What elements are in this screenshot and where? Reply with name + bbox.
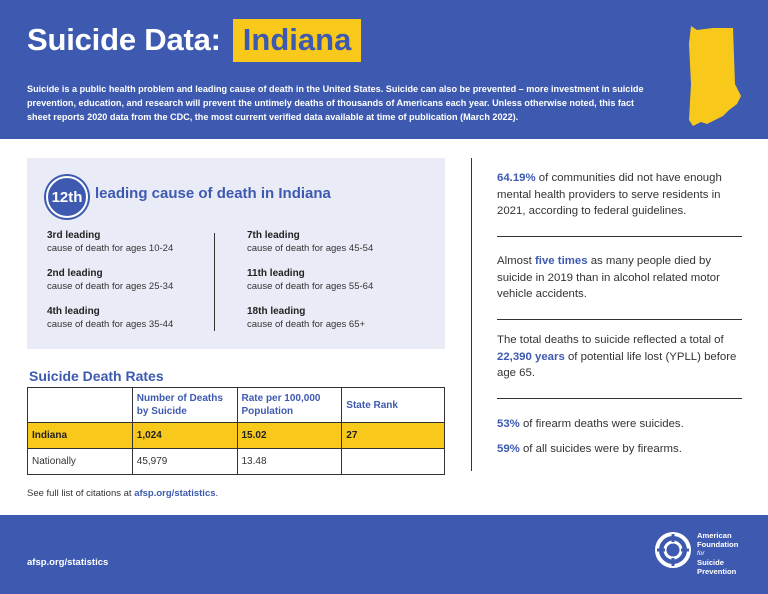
rank-item: 7th leading cause of death for ages 45-5…: [247, 229, 422, 267]
table-header-cell: Number of Deaths by Suicide: [131, 387, 238, 423]
table-cell: Indiana: [27, 422, 133, 449]
rank-item-title: 3rd leading: [47, 230, 101, 241]
citation-suffix: .: [215, 488, 219, 499]
fact-divider: [497, 398, 742, 399]
column-divider: [471, 158, 472, 471]
table-row-national: Nationally 45,979 13.48: [27, 448, 445, 475]
rank-item-description: cause of death for ages 25-34: [47, 281, 174, 292]
rank-item-description: cause of death for ages 35-44: [47, 319, 174, 330]
death-rates-table: Number of Deaths by Suicide Rate per 100…: [27, 387, 445, 475]
indiana-state-outline-icon: [689, 26, 741, 126]
fact-item: 53% of firearm deaths were suicides.: [497, 416, 742, 433]
fact-highlight: 64.19%: [497, 172, 536, 184]
org-name-line: Suicide: [697, 558, 725, 567]
table-header-row: Number of Deaths by Suicide Rate per 100…: [27, 387, 445, 423]
fact-text: The total deaths to suicide reflected a …: [497, 334, 724, 346]
fact-item: 59% of all suicides were by firearms.: [497, 441, 742, 458]
fact-text: of firearm deaths were suicides.: [519, 418, 684, 430]
fact-divider: [497, 319, 742, 320]
rank-item-title: 4th leading: [47, 306, 100, 317]
rank-item-description: cause of death for ages 65+: [247, 319, 366, 330]
rank-column-divider: [214, 233, 215, 331]
table-cell: [341, 448, 445, 475]
fact-highlight: 22,390 years: [497, 350, 565, 363]
rank-item-description: cause of death for ages 55-64: [247, 281, 374, 292]
fact-highlight: 53%: [497, 418, 520, 430]
rank-item-description: cause of death for ages 10-24: [47, 243, 174, 254]
citation-link[interactable]: afsp.org/statistics: [134, 488, 216, 499]
table-cell: 15.02: [236, 422, 343, 449]
rank-item: 2nd leading cause of death for ages 25-3…: [47, 267, 222, 305]
table-header-cell: State Rank: [341, 387, 445, 423]
fact-highlight: five times: [534, 255, 588, 267]
fact-divider: [497, 236, 742, 237]
rank-item-title: 11th leading: [247, 268, 305, 279]
cause-of-death-ranking-panel: 12th leading cause of death in Indiana 3…: [27, 158, 445, 349]
citation-note: See full list of citations at afsp.org/s…: [27, 488, 218, 499]
table-header-cell: Rate per 100,000 Population: [236, 387, 343, 423]
org-name-line: American: [697, 531, 732, 540]
fact-text: Almost: [497, 255, 535, 267]
table-cell: 45,979: [131, 448, 238, 475]
rank-item-title: 7th leading: [247, 230, 300, 241]
rank-heading: leading cause of death in Indiana: [95, 185, 331, 202]
rank-item-title: 18th leading: [247, 306, 306, 317]
fact-item: The total deaths to suicide reflected a …: [497, 332, 742, 382]
fact-item: 64.19% of communities did not have enoug…: [497, 170, 742, 220]
org-logo-text: American Foundation for Suicide Preventi…: [697, 531, 757, 576]
fact-highlight: 59%: [497, 443, 520, 455]
rank-badge: 12th: [46, 176, 88, 218]
page-title: Suicide Data:: [27, 22, 221, 57]
fact-text: of potential life lost (YPLL) before age…: [497, 350, 737, 380]
rank-item: 18th leading cause of death for ages 65+: [247, 305, 422, 343]
footer-url-link[interactable]: afsp.org/statistics: [27, 557, 109, 568]
state-name-badge: Indiana: [232, 18, 362, 62]
rank-column-left: 3rd leading cause of death for ages 10-2…: [47, 229, 222, 343]
death-rates-title: Suicide Death Rates: [29, 368, 164, 384]
footer-banner: afsp.org/statistics American Foundation …: [0, 515, 768, 594]
org-name-line: for: [697, 550, 705, 557]
org-name-line: Prevention: [697, 567, 737, 576]
rank-item-description: cause of death for ages 45-54: [247, 243, 374, 254]
table-row-indiana: Indiana 1,024 15.02 27: [27, 422, 445, 449]
fact-text: as many people died by suicide in 2019 t…: [497, 255, 720, 300]
rank-item-title: 2nd leading: [47, 268, 103, 279]
rank-column-right: 7th leading cause of death for ages 45-5…: [247, 229, 422, 343]
table-cell: 13.48: [236, 448, 343, 475]
title-row: Suicide Data: Indiana: [27, 18, 362, 62]
table-cell: Nationally: [27, 448, 133, 475]
table-header-cell: [27, 387, 133, 423]
org-name-line: Foundation: [697, 540, 739, 549]
life-ring-logo-icon: [655, 532, 691, 568]
fact-text: of communities did not have enough menta…: [497, 172, 722, 217]
table-cell: 27: [341, 422, 445, 449]
intro-paragraph: Suicide is a public health problem and l…: [27, 84, 644, 122]
rank-item: 4th leading cause of death for ages 35-4…: [47, 305, 222, 343]
rank-item: 3rd leading cause of death for ages 10-2…: [47, 229, 222, 267]
fact-item: Almost five times as many people died by…: [497, 253, 742, 303]
fact-text: of all suicides were by firearms.: [519, 443, 682, 455]
rank-item: 11th leading cause of death for ages 55-…: [247, 267, 422, 305]
header-banner: Suicide Data: Indiana Suicide is a publi…: [0, 0, 768, 139]
table-cell: 1,024: [131, 422, 238, 449]
citation-prefix: See full list of citations at: [27, 488, 135, 499]
